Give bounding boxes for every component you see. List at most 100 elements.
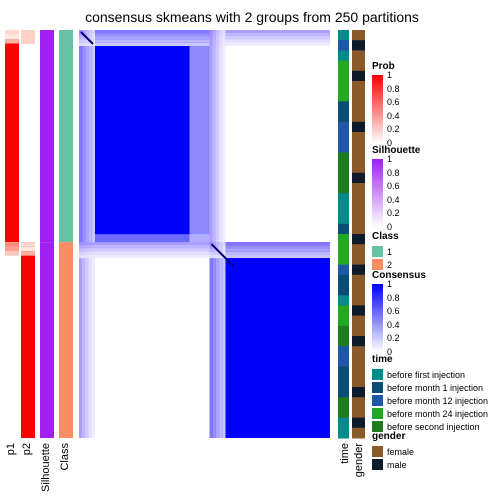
silhouette-tick: 0.4 xyxy=(387,194,400,205)
consensus-band-col xyxy=(219,30,223,438)
gender-cell xyxy=(352,193,365,204)
gender-cell xyxy=(352,203,365,215)
gender-male-label: male xyxy=(387,459,407,470)
chart-title: consensus skmeans with 2 groups from 250… xyxy=(85,9,419,25)
gender-cell xyxy=(352,325,365,337)
time-cell xyxy=(338,172,349,184)
gender-cell xyxy=(352,274,365,286)
silhouette-tick: 1 xyxy=(387,154,393,164)
consensus-band-row xyxy=(79,248,330,252)
p2-uncertain-cell xyxy=(21,246,35,252)
silhouette-column-group1 xyxy=(40,30,54,243)
p1-uncertain-cell xyxy=(5,242,19,247)
time-cell xyxy=(338,91,349,102)
time-label: before month 1 injection xyxy=(387,382,484,393)
gender-cell xyxy=(352,132,365,143)
p2-uncertain-cell xyxy=(21,30,35,44)
time-label: before month 12 injection xyxy=(387,395,489,406)
consensus-tick: 0 xyxy=(387,347,393,357)
silhouette-legend-title: Silhouette xyxy=(372,145,421,156)
consensus-band-col xyxy=(222,30,226,438)
class-2-label: 2 xyxy=(387,259,393,270)
time-cell xyxy=(338,427,349,439)
gender-cell xyxy=(352,305,365,317)
consensus-tick: 1 xyxy=(387,279,393,289)
consensus-band-col xyxy=(215,30,220,438)
class-column-group2 xyxy=(59,242,73,438)
prob-tick: 0.8 xyxy=(387,83,400,94)
gender-cell xyxy=(352,417,365,429)
gender-cell xyxy=(352,234,365,245)
consensus-band-col xyxy=(212,30,216,438)
time-legend: time before first injection before month… xyxy=(372,354,488,433)
consensus-tick: 0.8 xyxy=(387,292,400,303)
gender-cell xyxy=(352,356,365,368)
time-cell xyxy=(338,132,349,143)
p2-column-group1 xyxy=(21,30,35,243)
prob-tick: 1 xyxy=(387,70,393,80)
time-cell xyxy=(338,234,349,245)
consensus-band-row xyxy=(79,242,330,246)
time-cell xyxy=(338,336,349,347)
p1-uncertain-cell xyxy=(5,246,19,252)
gender-cell xyxy=(352,427,365,439)
consensus-gradient xyxy=(372,284,383,352)
p1-uncertain-cell xyxy=(5,39,19,44)
time-cell xyxy=(338,346,349,357)
gender-cell xyxy=(352,40,365,51)
time-cell xyxy=(338,387,349,398)
consensus-band-col xyxy=(91,30,95,438)
time-cell xyxy=(338,223,349,235)
consensus-band-row xyxy=(79,42,330,46)
consensus-legend-title: Consensus xyxy=(372,270,426,281)
p2-column-group2 xyxy=(21,242,35,438)
gender-cell xyxy=(352,387,365,398)
time-cell xyxy=(338,417,349,429)
gender-legend: gender female male xyxy=(372,431,414,471)
silhouette-tick: 0.6 xyxy=(387,181,400,192)
silhouette-label: Silhouette xyxy=(40,443,52,492)
prob-legend-title: Prob xyxy=(372,61,395,72)
silhouette-tick: 0.2 xyxy=(387,208,400,219)
gender-cell xyxy=(352,407,365,419)
consensus-band-row xyxy=(79,33,330,37)
gender-cell xyxy=(352,183,365,194)
gender-cell xyxy=(352,121,365,133)
time-cell xyxy=(338,121,349,133)
gender-cell xyxy=(352,91,365,102)
consensus-block-core xyxy=(225,258,330,438)
gender-cell xyxy=(352,101,365,113)
class-2-swatch xyxy=(372,259,383,270)
p1-uncertain-cell xyxy=(5,34,19,39)
time-cell xyxy=(338,142,349,153)
consensus-band-row xyxy=(79,254,330,259)
gender-cell xyxy=(352,376,365,388)
class-1-swatch xyxy=(372,246,383,257)
p1-uncertain-cell xyxy=(5,30,19,35)
time-cell xyxy=(338,111,349,123)
silhouette-tick: 0.8 xyxy=(387,167,400,178)
gender-cell xyxy=(352,60,365,72)
gender-cell xyxy=(352,162,365,174)
gender-cell xyxy=(352,30,365,41)
time-label: before month 24 injection xyxy=(387,408,489,419)
time-cell xyxy=(338,40,349,51)
time-cell xyxy=(338,315,349,327)
time-cell xyxy=(338,325,349,337)
time-legend-title: time xyxy=(372,354,393,365)
gender-cell xyxy=(352,172,365,184)
gender-cell xyxy=(352,111,365,123)
consensus-edge xyxy=(189,46,210,243)
gender-cell xyxy=(352,397,365,408)
gender-cell xyxy=(352,264,365,276)
gender-cell xyxy=(352,152,365,164)
consensus-band-row xyxy=(79,251,330,255)
consensus-band-row xyxy=(79,30,330,34)
time-cell xyxy=(338,203,349,215)
prob-tick: 0 xyxy=(387,138,393,148)
p1-label: p1 xyxy=(5,443,17,455)
time-cell xyxy=(338,295,349,306)
time-cell xyxy=(338,407,349,419)
prob-tick: 0.4 xyxy=(387,110,400,121)
consensus-legend: Consensus 1 0.8 0.6 0.4 0.2 0 xyxy=(372,270,427,357)
